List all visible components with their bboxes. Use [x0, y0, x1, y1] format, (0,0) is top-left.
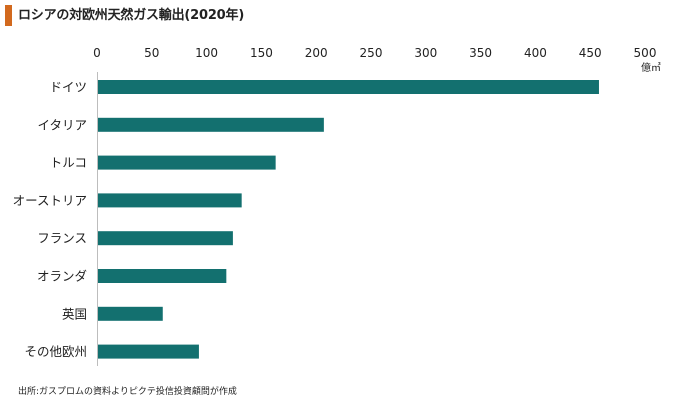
bar	[97, 344, 199, 359]
category-label: その他欧州	[24, 344, 87, 359]
x-axis-unit-label: 億㎥	[641, 61, 661, 74]
bar	[97, 306, 163, 321]
x-tick-label: 50	[144, 46, 159, 60]
category-label: イタリア	[37, 117, 87, 132]
bar	[97, 269, 227, 283]
category-label: オーストリア	[13, 193, 87, 208]
x-tick-label: 500	[634, 46, 657, 60]
category-label: 英国	[62, 306, 87, 321]
x-tick-label: 100	[195, 46, 218, 60]
x-tick-label: 0	[93, 46, 101, 60]
bar	[97, 80, 599, 94]
x-tick-label: 250	[360, 46, 383, 60]
x-tick-label: 450	[579, 46, 602, 60]
category-label: ドイツ	[49, 80, 87, 95]
bar	[97, 231, 233, 246]
bar	[97, 155, 276, 170]
x-tick-label: 400	[524, 46, 547, 60]
x-tick-label: 150	[250, 46, 273, 60]
bar	[97, 193, 242, 208]
bar	[97, 117, 324, 132]
category-label: オランダ	[37, 269, 87, 284]
x-tick-label: 200	[305, 46, 328, 60]
title-accent-bar	[5, 5, 12, 26]
category-label: フランス	[37, 231, 87, 246]
source-note: 出所:ガスプロムの資料よりピクテ投信投資顧問が作成	[18, 387, 237, 397]
x-tick-label: 300	[414, 46, 437, 60]
category-label: トルコ	[50, 155, 87, 170]
chart-title: ロシアの対欧州天然ガス輸出(2020年)	[18, 8, 245, 23]
x-tick-label: 350	[469, 46, 492, 60]
